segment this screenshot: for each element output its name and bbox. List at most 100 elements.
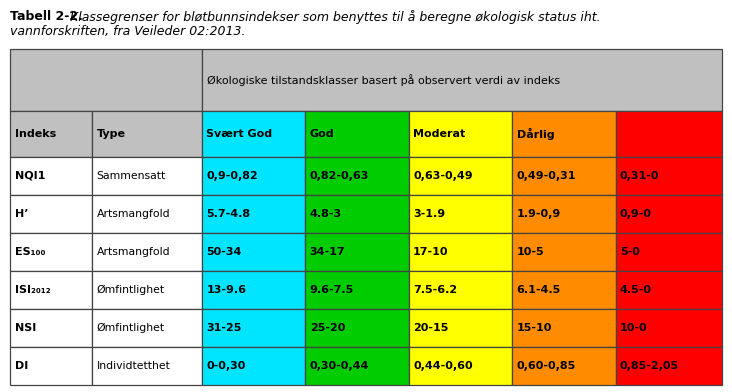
Text: 13-9.6: 13-9.6 bbox=[206, 285, 247, 295]
Bar bbox=[92, 111, 202, 157]
Bar bbox=[408, 347, 512, 385]
Bar bbox=[92, 233, 202, 271]
Text: 4.5-0: 4.5-0 bbox=[620, 285, 652, 295]
Text: 0,85-2,05: 0,85-2,05 bbox=[620, 361, 679, 371]
Bar bbox=[10, 309, 92, 347]
Text: Økologiske tilstandsklasser basert på observert verdi av indeks: Økologiske tilstandsklasser basert på ob… bbox=[207, 74, 560, 86]
Text: Dårlig: Dårlig bbox=[517, 128, 554, 140]
Text: 31-25: 31-25 bbox=[206, 323, 242, 333]
Bar bbox=[10, 233, 92, 271]
Text: NQI1: NQI1 bbox=[15, 171, 45, 181]
Text: Artsmangfold: Artsmangfold bbox=[97, 209, 171, 219]
Bar bbox=[512, 195, 616, 233]
Text: Ømfintlighet: Ømfintlighet bbox=[97, 323, 165, 333]
Text: 0,49-0,31: 0,49-0,31 bbox=[517, 171, 576, 181]
Bar bbox=[10, 271, 92, 309]
Bar bbox=[202, 49, 722, 111]
Text: 0,9-0: 0,9-0 bbox=[620, 209, 652, 219]
Text: 0,44-0,60: 0,44-0,60 bbox=[413, 361, 473, 371]
Text: Tabell 2-2.: Tabell 2-2. bbox=[10, 10, 83, 23]
Text: 25-20: 25-20 bbox=[310, 323, 346, 333]
Bar bbox=[202, 157, 305, 195]
Bar bbox=[202, 111, 305, 157]
Bar bbox=[92, 309, 202, 347]
Bar bbox=[92, 157, 202, 195]
Text: 0,9-0,82: 0,9-0,82 bbox=[206, 171, 258, 181]
Bar bbox=[305, 233, 408, 271]
Text: 6.1-4.5: 6.1-4.5 bbox=[517, 285, 561, 295]
Text: Sammensatt: Sammensatt bbox=[97, 171, 166, 181]
Bar bbox=[305, 347, 408, 385]
Text: 0,31-0: 0,31-0 bbox=[620, 171, 660, 181]
Text: 1.9-0,9: 1.9-0,9 bbox=[517, 209, 561, 219]
Bar bbox=[202, 195, 305, 233]
Bar bbox=[616, 309, 722, 347]
Bar bbox=[512, 347, 616, 385]
Bar bbox=[202, 233, 305, 271]
Bar bbox=[305, 309, 408, 347]
Text: Ømfintlighet: Ømfintlighet bbox=[97, 285, 165, 295]
Text: 15-10: 15-10 bbox=[517, 323, 552, 333]
Text: 9.6-7.5: 9.6-7.5 bbox=[310, 285, 354, 295]
Text: Svært Dårlig: Svært Dårlig bbox=[620, 128, 699, 140]
Text: God: God bbox=[310, 129, 335, 139]
Bar bbox=[408, 111, 512, 157]
Text: 3-1.9: 3-1.9 bbox=[413, 209, 445, 219]
Bar bbox=[512, 309, 616, 347]
Bar bbox=[616, 157, 722, 195]
Bar bbox=[408, 157, 512, 195]
Text: Artsmangfold: Artsmangfold bbox=[97, 247, 171, 257]
Text: 17-10: 17-10 bbox=[413, 247, 449, 257]
Bar bbox=[92, 195, 202, 233]
Bar bbox=[616, 347, 722, 385]
Bar bbox=[512, 271, 616, 309]
Text: 0,82-0,63: 0,82-0,63 bbox=[310, 171, 369, 181]
Text: H’: H’ bbox=[15, 209, 28, 219]
Text: 10-0: 10-0 bbox=[620, 323, 648, 333]
Text: 0,63-0,49: 0,63-0,49 bbox=[413, 171, 473, 181]
Text: DI: DI bbox=[15, 361, 28, 371]
Text: 20-15: 20-15 bbox=[413, 323, 449, 333]
Text: 34-17: 34-17 bbox=[310, 247, 346, 257]
Text: ES₁₀₀: ES₁₀₀ bbox=[15, 247, 45, 257]
Text: 50-34: 50-34 bbox=[206, 247, 242, 257]
Text: Type: Type bbox=[97, 129, 126, 139]
Bar bbox=[305, 271, 408, 309]
Bar bbox=[408, 271, 512, 309]
Text: 0,60-0,85: 0,60-0,85 bbox=[517, 361, 576, 371]
Text: 0-0,30: 0-0,30 bbox=[206, 361, 246, 371]
Text: Moderat: Moderat bbox=[413, 129, 466, 139]
Text: Svært God: Svært God bbox=[206, 129, 272, 139]
Text: NSI: NSI bbox=[15, 323, 36, 333]
Bar bbox=[408, 309, 512, 347]
Text: ISI₂₀₁₂: ISI₂₀₁₂ bbox=[15, 285, 51, 295]
Text: Klassegrenser for bløtbunnsindekser som benyttes til å beregne økologisk status : Klassegrenser for bløtbunnsindekser som … bbox=[70, 10, 601, 24]
Text: Indeks: Indeks bbox=[15, 129, 56, 139]
Bar bbox=[305, 157, 408, 195]
Bar bbox=[92, 347, 202, 385]
Text: 5.7-4.8: 5.7-4.8 bbox=[206, 209, 250, 219]
Bar bbox=[408, 195, 512, 233]
Text: Individtetthet: Individtetthet bbox=[97, 361, 171, 371]
Bar bbox=[10, 49, 202, 111]
Bar bbox=[202, 309, 305, 347]
Text: 0,30-0,44: 0,30-0,44 bbox=[310, 361, 369, 371]
Bar bbox=[202, 347, 305, 385]
Bar bbox=[10, 347, 92, 385]
Bar bbox=[512, 111, 616, 157]
Bar bbox=[305, 195, 408, 233]
Bar bbox=[408, 233, 512, 271]
Bar bbox=[616, 233, 722, 271]
Bar bbox=[616, 111, 722, 157]
Bar bbox=[512, 233, 616, 271]
Text: 10-5: 10-5 bbox=[517, 247, 544, 257]
Bar bbox=[305, 111, 408, 157]
Text: 4.8-3: 4.8-3 bbox=[310, 209, 342, 219]
Bar bbox=[92, 271, 202, 309]
Text: 5-0: 5-0 bbox=[620, 247, 640, 257]
Bar bbox=[10, 111, 92, 157]
Bar bbox=[202, 271, 305, 309]
Bar bbox=[616, 195, 722, 233]
Bar bbox=[616, 271, 722, 309]
Bar bbox=[10, 195, 92, 233]
